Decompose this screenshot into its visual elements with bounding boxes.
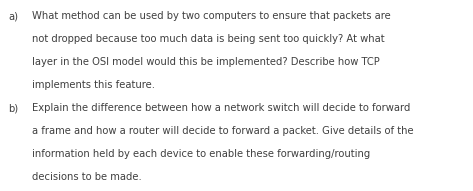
Text: a frame and how a router will decide to forward a packet. Give details of the: a frame and how a router will decide to … xyxy=(32,126,414,136)
Text: not dropped because too much data is being sent too quickly? At what: not dropped because too much data is bei… xyxy=(32,34,385,44)
Text: layer in the OSI model would this be implemented? Describe how TCP: layer in the OSI model would this be imp… xyxy=(32,57,380,67)
Text: implements this feature.: implements this feature. xyxy=(32,80,155,90)
Text: b): b) xyxy=(9,103,18,113)
Text: Explain the difference between how a network switch will decide to forward: Explain the difference between how a net… xyxy=(32,103,411,113)
Text: decisions to be made.: decisions to be made. xyxy=(32,172,142,182)
Text: information held by each device to enable these forwarding/routing: information held by each device to enabl… xyxy=(32,149,370,159)
Text: a): a) xyxy=(9,11,18,21)
Text: What method can be used by two computers to ensure that packets are: What method can be used by two computers… xyxy=(32,11,391,21)
